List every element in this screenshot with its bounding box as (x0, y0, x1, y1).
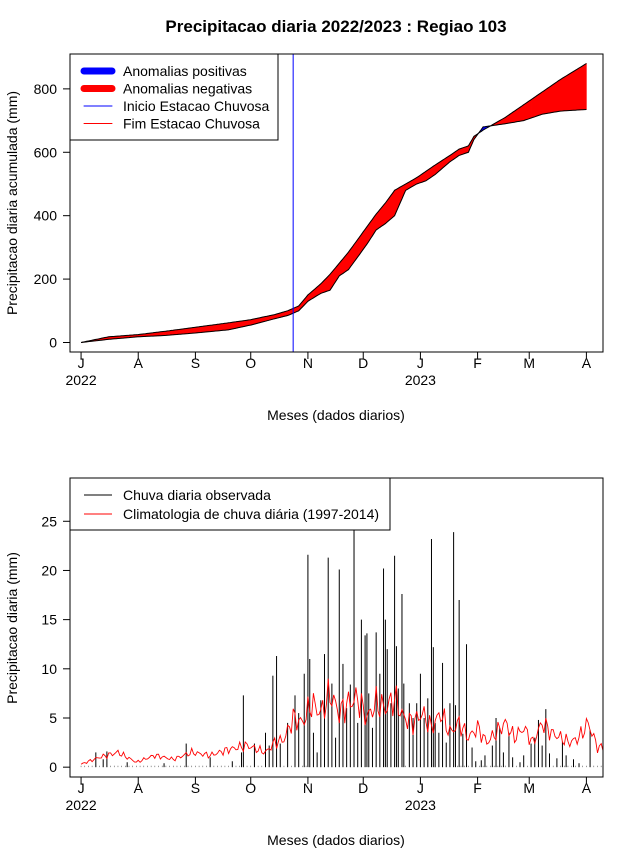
x-tick-label: N (303, 355, 313, 371)
daily-plot-area (80, 519, 604, 768)
y-tick-label: 25 (41, 513, 57, 529)
year-label: 2023 (405, 797, 436, 813)
y-tick-label: 0 (49, 759, 57, 775)
x-tick-label: A (582, 355, 592, 371)
legend-label: Fim Estacao Chuvosa (123, 116, 260, 132)
accumulated-y-axis-label: Precipitacao diaria acumulada (mm) (4, 91, 20, 315)
daily-x-axis-label: Meses (dados diarios) (267, 832, 405, 848)
observed-accumulated-line (81, 109, 587, 343)
y-tick-label: 15 (41, 612, 57, 628)
accumulated-x-axis-label: Meses (dados diarios) (267, 407, 405, 423)
legend-label: Anomalias positivas (123, 63, 247, 79)
climatology-daily-line (80, 678, 604, 765)
x-tick-label: S (191, 780, 200, 796)
y-tick-label: 800 (34, 81, 58, 97)
daily-y-axis-label: Precipitacao diaria (mm) (4, 552, 20, 704)
anomaly-segment (584, 62, 587, 110)
chart-title: Precipitacao diaria 2022/2023 : Regiao 1… (165, 17, 506, 36)
x-tick-label: O (245, 355, 256, 371)
legend-label: Inicio Estacao Chuvosa (123, 98, 270, 114)
year-label: 2022 (65, 372, 96, 388)
legend-label: Anomalias negativas (123, 81, 252, 97)
x-tick-label: M (523, 780, 535, 796)
y-tick-label: 200 (34, 271, 58, 287)
x-tick-label: J (417, 780, 424, 796)
accumulated-panel: 0 200 400 600 800 J A S O N D J F M A 2022 2023 Precipit… (4, 53, 604, 423)
y-tick-label: 0 (49, 334, 57, 350)
legend-label: Chuva diaria observada (123, 487, 271, 503)
daily-axes: 0 5 10 15 20 25 J A S O N D J F M A 2022 2023 (41, 513, 591, 813)
x-tick-label: J (78, 780, 85, 796)
x-tick-label: F (473, 355, 482, 371)
x-tick-label: O (245, 780, 256, 796)
x-tick-label: F (473, 780, 482, 796)
x-tick-label: A (134, 780, 144, 796)
x-tick-label: D (358, 355, 368, 371)
y-tick-label: 400 (34, 208, 58, 224)
daily-legend: Chuva diaria observada Climatologia de ch… (69, 477, 391, 531)
x-tick-label: M (523, 355, 535, 371)
y-tick-label: 20 (41, 562, 57, 578)
climatology-accumulated-line (80, 63, 587, 343)
daily-panel: 0 5 10 15 20 25 J A S O N D J F M A 2022 2023 Precipitaca… (4, 477, 604, 848)
x-tick-label: A (582, 780, 592, 796)
x-tick-label: S (191, 355, 200, 371)
legend-label: Climatologia de chuva diária (1997-2014) (123, 506, 379, 522)
year-label: 2022 (65, 797, 96, 813)
x-tick-label: D (358, 780, 368, 796)
legend-box (69, 477, 391, 531)
x-tick-label: J (78, 355, 85, 371)
x-tick-label: J (417, 355, 424, 371)
y-tick-label: 600 (34, 144, 58, 160)
x-tick-label: N (303, 780, 313, 796)
y-tick-label: 10 (41, 661, 57, 677)
x-tick-label: A (134, 355, 144, 371)
year-label: 2023 (405, 372, 436, 388)
y-tick-label: 5 (49, 710, 57, 726)
accumulated-legend: Anomalias positivas Anomalias negativasIn… (69, 53, 279, 141)
accumulated-plot-area (80, 54, 587, 352)
